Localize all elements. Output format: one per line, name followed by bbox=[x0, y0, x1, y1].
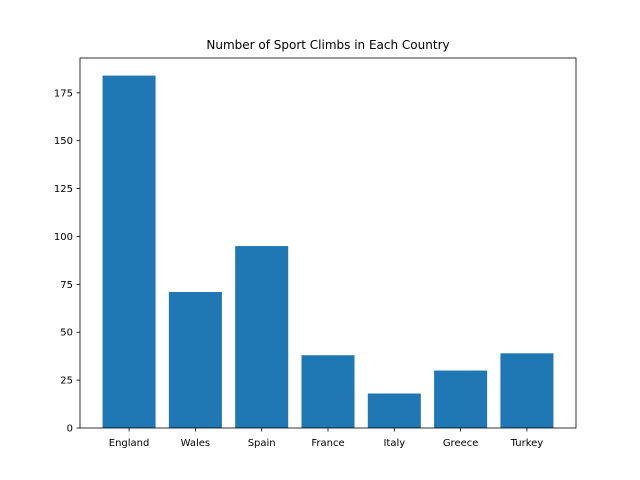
y-tick-label: 0 bbox=[67, 424, 73, 435]
bar-turkey bbox=[500, 353, 554, 428]
x-tick-label: Turkey bbox=[510, 438, 544, 449]
y-tick-label: 25 bbox=[60, 376, 73, 387]
bar-wales bbox=[168, 292, 222, 428]
x-tick-label: Spain bbox=[248, 438, 276, 449]
y-tick-label: 75 bbox=[60, 280, 73, 291]
x-tick-label: England bbox=[109, 438, 150, 449]
y-tick-label: 150 bbox=[54, 136, 73, 147]
chart-title: Number of Sport Climbs in Each Country bbox=[206, 38, 449, 52]
x-tick-label: Wales bbox=[181, 438, 211, 449]
x-tick-label: Italy bbox=[383, 438, 405, 449]
bar-italy bbox=[367, 393, 421, 428]
y-tick-label: 125 bbox=[54, 184, 73, 195]
y-tick-label: 175 bbox=[54, 88, 73, 99]
bar-spain bbox=[235, 246, 289, 428]
y-tick-label: 100 bbox=[54, 232, 73, 243]
y-axis: 0 25 50 75 100 125 150 175 bbox=[54, 88, 80, 435]
bar-france bbox=[301, 355, 355, 428]
bars-group bbox=[102, 75, 554, 428]
plot-frame bbox=[79, 57, 577, 429]
x-tick-label: France bbox=[311, 438, 344, 449]
y-tick-label: 50 bbox=[60, 328, 73, 339]
x-tick-label: Greece bbox=[443, 438, 479, 449]
bar-england bbox=[102, 75, 156, 428]
x-axis: England Wales Spain France Italy Greece Turkey bbox=[109, 428, 544, 449]
bar-greece bbox=[434, 370, 488, 428]
